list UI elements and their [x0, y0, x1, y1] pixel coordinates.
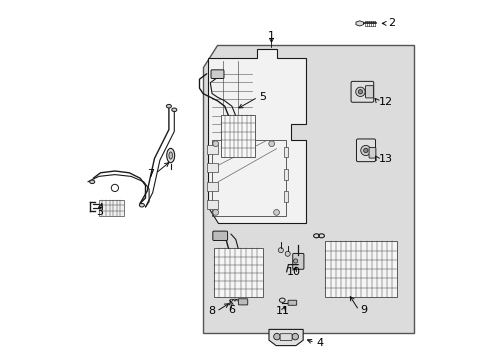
Text: 11: 11	[275, 306, 289, 316]
Circle shape	[273, 333, 280, 340]
Polygon shape	[284, 191, 287, 202]
Ellipse shape	[166, 148, 174, 163]
Circle shape	[363, 148, 367, 153]
Circle shape	[293, 259, 297, 263]
Polygon shape	[206, 181, 217, 190]
Ellipse shape	[89, 180, 95, 184]
Text: 1: 1	[267, 31, 274, 41]
Ellipse shape	[171, 108, 177, 112]
Text: 13: 13	[378, 154, 392, 164]
FancyBboxPatch shape	[287, 300, 296, 305]
Ellipse shape	[139, 203, 144, 207]
Polygon shape	[208, 49, 305, 223]
Circle shape	[285, 251, 289, 256]
Circle shape	[355, 87, 365, 96]
Text: 7: 7	[147, 168, 154, 179]
Circle shape	[358, 90, 362, 94]
FancyBboxPatch shape	[238, 299, 247, 305]
FancyBboxPatch shape	[99, 200, 123, 216]
Text: 5: 5	[259, 92, 265, 102]
Polygon shape	[206, 145, 217, 154]
Ellipse shape	[168, 152, 172, 159]
Polygon shape	[206, 200, 217, 209]
Text: 9: 9	[360, 305, 366, 315]
Circle shape	[278, 248, 283, 253]
Text: 3: 3	[96, 207, 102, 217]
Text: 2: 2	[387, 18, 394, 28]
Text: 12: 12	[378, 96, 392, 107]
Circle shape	[360, 145, 370, 156]
FancyBboxPatch shape	[280, 334, 291, 341]
Circle shape	[291, 333, 298, 340]
FancyBboxPatch shape	[365, 86, 373, 98]
Polygon shape	[206, 163, 217, 172]
Polygon shape	[268, 329, 303, 346]
Ellipse shape	[166, 104, 171, 108]
Circle shape	[268, 141, 274, 147]
FancyBboxPatch shape	[350, 81, 373, 102]
Polygon shape	[284, 147, 287, 157]
FancyBboxPatch shape	[211, 70, 224, 78]
FancyBboxPatch shape	[368, 148, 375, 158]
Polygon shape	[355, 21, 363, 26]
Text: 8: 8	[207, 306, 215, 316]
Text: 6: 6	[228, 305, 235, 315]
Polygon shape	[203, 45, 413, 333]
FancyBboxPatch shape	[292, 253, 303, 269]
FancyBboxPatch shape	[221, 115, 255, 157]
FancyBboxPatch shape	[325, 241, 397, 297]
Text: 10: 10	[286, 267, 301, 277]
Circle shape	[273, 210, 279, 215]
Text: 4: 4	[315, 338, 323, 348]
FancyBboxPatch shape	[212, 231, 227, 240]
Circle shape	[212, 210, 218, 215]
FancyBboxPatch shape	[213, 248, 262, 297]
Polygon shape	[284, 169, 287, 180]
Circle shape	[212, 141, 218, 147]
FancyBboxPatch shape	[356, 139, 375, 162]
